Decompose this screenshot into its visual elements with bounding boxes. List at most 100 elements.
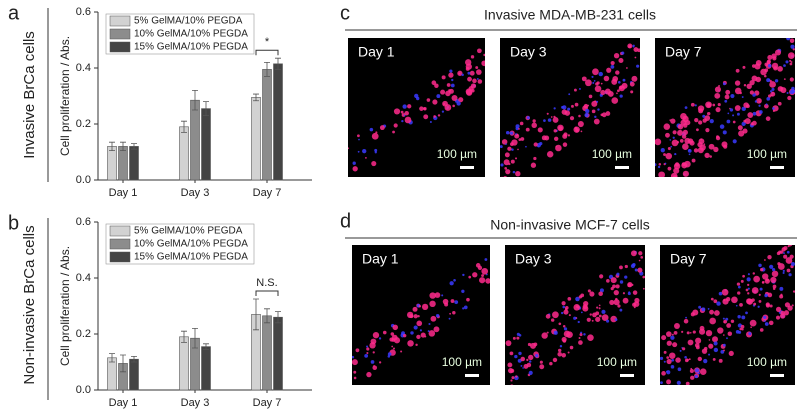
legend-label: 5% GelMA/10% PEGDA bbox=[134, 226, 243, 237]
cell bbox=[708, 143, 715, 150]
cell bbox=[789, 77, 794, 82]
cell bbox=[568, 93, 571, 96]
cell bbox=[603, 75, 610, 82]
cell bbox=[697, 147, 704, 154]
cell bbox=[745, 288, 749, 292]
cell bbox=[666, 340, 672, 346]
cell bbox=[435, 313, 440, 318]
scale-bar-label: 100 µm bbox=[442, 355, 482, 369]
day-label: Day 3 bbox=[510, 44, 547, 60]
cell bbox=[787, 52, 795, 59]
cell bbox=[510, 384, 514, 385]
cell bbox=[718, 85, 721, 87]
cell bbox=[787, 95, 792, 101]
cell bbox=[574, 88, 577, 92]
cell bbox=[634, 268, 638, 272]
cell bbox=[759, 287, 763, 291]
cell bbox=[429, 292, 436, 299]
cell bbox=[461, 289, 465, 293]
micrograph bbox=[352, 245, 490, 385]
cell bbox=[785, 257, 793, 264]
annotation: * bbox=[265, 36, 270, 48]
cell bbox=[477, 79, 483, 84]
cell bbox=[661, 335, 667, 341]
cell bbox=[759, 101, 761, 103]
cell bbox=[533, 142, 538, 147]
cell bbox=[370, 360, 375, 364]
cell bbox=[764, 322, 769, 326]
cell bbox=[520, 364, 523, 367]
cell bbox=[466, 297, 470, 302]
cell bbox=[518, 127, 520, 130]
cell bbox=[783, 78, 786, 80]
cell bbox=[525, 145, 527, 148]
cell bbox=[617, 80, 621, 84]
error-bar bbox=[109, 141, 115, 151]
panel-title: Non-invasive MCF-7 cells bbox=[490, 217, 649, 233]
cell bbox=[413, 314, 418, 319]
cell bbox=[514, 354, 518, 359]
cell bbox=[692, 330, 696, 334]
bar bbox=[251, 97, 261, 181]
cell bbox=[632, 45, 635, 48]
cell bbox=[632, 290, 638, 295]
cell bbox=[552, 357, 558, 363]
y-tick-label: 0.6 bbox=[76, 216, 91, 228]
cell bbox=[631, 75, 638, 82]
cell bbox=[507, 362, 513, 368]
cell bbox=[448, 89, 451, 92]
cell bbox=[551, 318, 555, 322]
cell bbox=[703, 358, 708, 364]
cell bbox=[771, 62, 779, 70]
cell bbox=[666, 386, 672, 392]
bar bbox=[201, 346, 211, 391]
cell bbox=[670, 365, 675, 369]
cell bbox=[366, 347, 370, 351]
cell bbox=[526, 358, 529, 362]
cell bbox=[588, 94, 593, 99]
legend: 5% GelMA/10% PEGDA 10% GelMA/10% PEGDA 15%… bbox=[105, 13, 255, 55]
cell bbox=[600, 82, 603, 85]
cell bbox=[727, 331, 733, 336]
cell bbox=[737, 315, 741, 319]
cell bbox=[777, 86, 784, 92]
cell bbox=[735, 304, 738, 307]
cell bbox=[714, 86, 722, 93]
cell bbox=[475, 66, 479, 70]
cell bbox=[628, 45, 632, 49]
cell bbox=[561, 105, 564, 109]
cell bbox=[423, 114, 429, 120]
cell bbox=[518, 334, 522, 337]
cell bbox=[519, 121, 524, 126]
cell bbox=[759, 328, 764, 332]
cell bbox=[504, 152, 510, 158]
cell bbox=[724, 99, 728, 103]
cell bbox=[764, 103, 769, 109]
legend-label: 15% GelMA/10% PEGDA bbox=[134, 42, 248, 53]
image-background bbox=[348, 38, 485, 177]
cell bbox=[348, 147, 350, 150]
cell bbox=[740, 324, 745, 329]
cell bbox=[402, 104, 407, 109]
cell bbox=[619, 308, 623, 312]
cell bbox=[722, 334, 725, 336]
cell bbox=[684, 358, 689, 363]
cell bbox=[505, 340, 512, 347]
cell bbox=[673, 167, 680, 174]
cell bbox=[764, 74, 767, 78]
cell bbox=[423, 107, 426, 110]
cell bbox=[767, 292, 773, 298]
cell bbox=[723, 144, 728, 149]
cell bbox=[694, 368, 700, 373]
cell bbox=[390, 332, 395, 336]
cell bbox=[636, 64, 640, 68]
cell bbox=[539, 360, 543, 364]
y-tick-label: 0.2 bbox=[76, 328, 91, 340]
error-bar bbox=[275, 311, 281, 324]
cell bbox=[541, 332, 548, 339]
cell bbox=[562, 324, 566, 328]
cell bbox=[757, 305, 760, 308]
cell bbox=[718, 291, 723, 296]
cell bbox=[509, 351, 514, 356]
cell bbox=[747, 273, 750, 276]
